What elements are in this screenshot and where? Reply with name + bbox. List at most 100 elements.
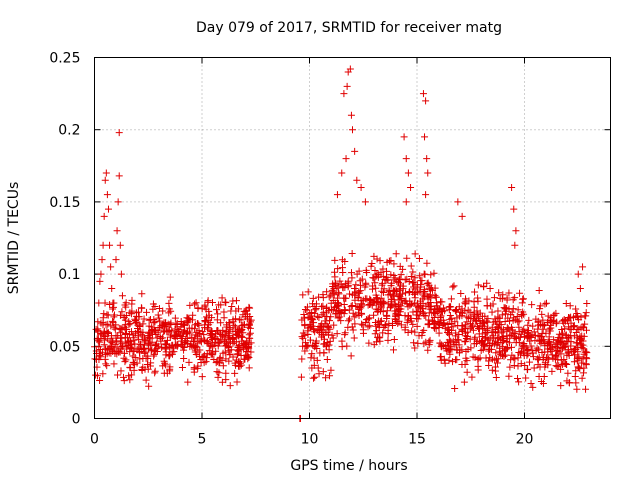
- data-point: [111, 340, 119, 348]
- data-point: [583, 299, 591, 307]
- data-point: [461, 360, 469, 368]
- grid: [94, 57, 611, 419]
- data-point: [347, 111, 355, 119]
- data-point: [210, 341, 218, 349]
- data-point: [315, 293, 323, 301]
- data-point: [179, 330, 187, 338]
- data-point: [333, 330, 341, 338]
- data-point: [439, 342, 447, 350]
- data-point: [133, 318, 141, 326]
- data-point: [436, 353, 444, 361]
- data-point: [541, 348, 549, 356]
- data-point: [536, 305, 544, 313]
- data-point: [308, 315, 316, 323]
- data-point: [155, 304, 163, 312]
- data-point: [449, 337, 457, 345]
- data-point: [145, 322, 153, 330]
- data-point: [335, 299, 343, 307]
- data-point: [506, 363, 514, 371]
- data-point: [188, 316, 196, 324]
- data-point: [498, 329, 506, 337]
- data-point: [461, 299, 469, 307]
- data-point: [99, 314, 107, 322]
- data-point: [247, 348, 255, 356]
- data-point: [225, 335, 233, 343]
- data-point: [399, 265, 407, 273]
- data-point: [222, 376, 230, 384]
- data-point: [446, 350, 454, 358]
- data-point: [467, 344, 475, 352]
- data-point: [491, 337, 499, 345]
- data-point: [361, 198, 369, 206]
- data-point: [414, 315, 422, 323]
- data-point: [486, 285, 494, 293]
- data-point: [152, 342, 160, 350]
- data-point: [118, 325, 126, 333]
- data-point: [511, 294, 519, 302]
- data-point: [489, 300, 497, 308]
- data-point: [142, 376, 150, 384]
- data-point: [337, 309, 345, 317]
- data-point: [397, 321, 405, 329]
- data-point: [449, 283, 457, 291]
- data-point: [304, 313, 312, 321]
- data-point: [162, 351, 170, 359]
- data-point: [440, 355, 448, 363]
- data-point: [424, 169, 432, 177]
- data-point: [151, 369, 159, 377]
- data-point: [516, 289, 524, 297]
- data-point: [166, 293, 174, 301]
- data-point: [478, 338, 486, 346]
- data-point: [123, 343, 131, 351]
- data-point: [559, 317, 567, 325]
- data-point: [445, 306, 453, 314]
- data-point: [580, 332, 588, 340]
- data-point: [463, 357, 471, 365]
- data-point: [514, 318, 522, 326]
- data-point: [565, 323, 573, 331]
- data-point: [348, 301, 356, 309]
- data-point: [474, 311, 482, 319]
- data-point: [431, 291, 439, 299]
- data-point: [153, 334, 161, 342]
- data-point: [378, 287, 386, 295]
- data-point: [355, 289, 363, 297]
- data-point: [196, 353, 204, 361]
- data-point: [166, 321, 174, 329]
- data-point: [466, 335, 474, 343]
- data-point: [240, 345, 248, 353]
- data-point: [166, 365, 174, 373]
- data-point: [367, 297, 375, 305]
- data-point: [450, 282, 458, 290]
- data-point: [336, 277, 344, 285]
- data-point: [432, 305, 440, 313]
- data-point: [427, 294, 435, 302]
- data-point: [319, 291, 327, 299]
- data-point: [145, 338, 153, 346]
- data-point: [534, 355, 542, 363]
- data-point: [411, 283, 419, 291]
- data-point: [479, 282, 487, 290]
- data-point: [101, 176, 109, 184]
- data-point: [423, 280, 431, 288]
- data-point: [391, 274, 399, 282]
- data-point: [553, 347, 561, 355]
- data-point: [125, 372, 133, 380]
- data-point: [499, 343, 507, 351]
- data-point: [233, 378, 241, 386]
- data-point: [214, 310, 222, 318]
- data-point: [234, 332, 242, 340]
- data-point: [525, 332, 533, 340]
- data-point: [463, 368, 471, 376]
- data-point: [95, 343, 103, 351]
- data-point: [303, 343, 311, 351]
- data-point: [455, 330, 463, 338]
- data-point: [508, 183, 516, 191]
- data-point: [486, 341, 494, 349]
- data-point: [482, 354, 490, 362]
- data-point: [511, 355, 519, 363]
- data-point: [178, 321, 186, 329]
- data-point: [164, 327, 172, 335]
- data-point: [357, 309, 365, 317]
- data-point: [151, 346, 159, 354]
